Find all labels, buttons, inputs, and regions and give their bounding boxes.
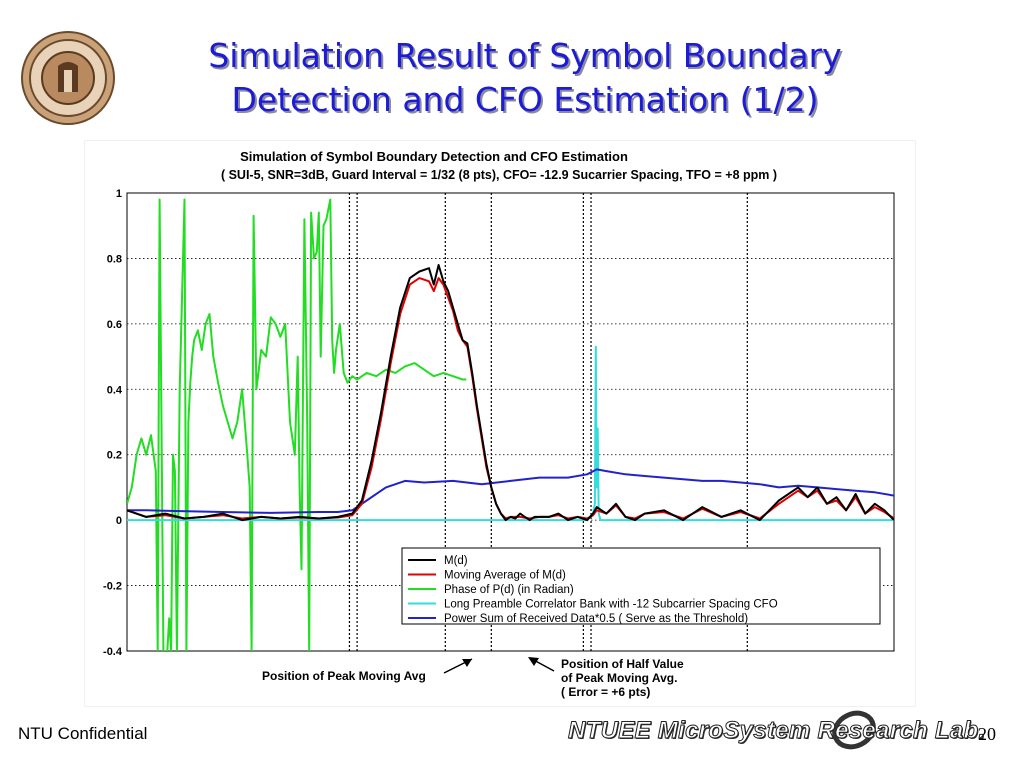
y-tick-label: -0.2 — [103, 581, 122, 593]
annotation-half-label-2: of Peak Moving Avg. — [561, 671, 677, 685]
legend-box — [401, 547, 881, 625]
y-tick-label: 0.8 — [107, 253, 122, 265]
y-tick-label: 0.6 — [107, 319, 122, 331]
series-correlator-line — [127, 345, 894, 522]
series-power-sum-line — [127, 468, 894, 514]
y-tick-label: 0 — [116, 515, 122, 527]
page-number: 20 — [978, 724, 996, 744]
slide-title: Simulation Result of Symbol Boundary Det… — [140, 34, 910, 122]
annotation-half-label-3: ( Error = +6 pts) — [561, 685, 650, 699]
chart-subtitle: ( SUI-5, SNR=3dB, Guard Interval = 1/32 … — [221, 168, 777, 182]
university-seal-icon — [20, 30, 116, 126]
legend-label: M(d) — [444, 555, 468, 567]
legend-label: Power Sum of Received Data*0.5 ( Serve a… — [444, 613, 748, 625]
simulation-chart: Simulation of Symbol Boundary Detection … — [103, 149, 895, 699]
annotation-peak-label: Position of Peak Moving Avg — [262, 669, 426, 683]
annotation-peak-arrowhead — [462, 659, 472, 667]
y-tick-label: -0.4 — [103, 646, 123, 658]
legend-label: Long Preamble Correlator Bank with -12 S… — [444, 599, 778, 611]
series-phase-line — [127, 198, 467, 651]
chart-title: Simulation of Symbol Boundary Detection … — [240, 149, 628, 164]
legend-label: Moving Average of M(d) — [444, 570, 566, 582]
annotation-half-arrowhead — [528, 657, 539, 666]
y-tick-label: 0.4 — [107, 384, 123, 396]
annotation-half-label-1: Position of Half Value — [561, 657, 684, 671]
footer-confidential: NTU Confidential — [18, 724, 148, 743]
y-tick-label: 0.2 — [107, 450, 122, 462]
lab-logo-swoosh-icon — [832, 710, 876, 750]
legend-label: Phase of P(d) (in Radian) — [444, 584, 574, 596]
series-m-d-line — [127, 264, 894, 522]
footer-lab-logo: NTUEE MicroSystem Research Lab. — [567, 717, 986, 745]
title-line-1: Simulation Result of Symbol Boundary — [208, 36, 842, 75]
y-tick-label: 1 — [116, 188, 122, 200]
title-line-2: Detection and CFO Estimation (1/2) — [231, 80, 819, 119]
